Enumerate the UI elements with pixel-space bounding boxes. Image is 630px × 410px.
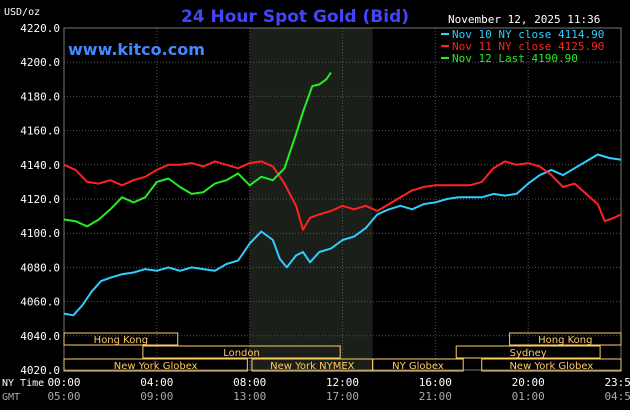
session-box [63,332,179,346]
y-tick-label: 4080.0 [20,261,60,274]
x-tick-label: 09:00 [140,390,173,403]
legend-entry: Nov 11 NY close 4125.90 [441,40,604,53]
y-tick-label: 4220.0 [20,22,60,35]
legend-label: Nov 10 NY close 4114.90 [452,28,604,41]
session-bar: Hong Kong [63,332,179,346]
y-tick-label: 4180.0 [20,90,60,103]
session-bar: London [142,345,341,359]
session-bar: Sydney [455,345,601,359]
units-label: USD/oz [4,7,40,18]
series-line [63,160,622,231]
y-tick-label: 4020.0 [20,364,60,377]
x-tick-label: 21:00 [419,390,452,403]
y-tick-label: 4100.0 [20,227,60,240]
x-tick-label: 00:00 [47,376,80,389]
session-label: New York Globex [509,361,593,372]
axis-layer: 4020.0 4040.0 4060.0 4080.0 4100.0 4120.0 4140… [2,22,630,403]
session-bar: New York Globex [481,358,622,372]
session-label: Hong Kong [538,335,592,346]
legend-entry: Nov 10 NY close 4114.90 [441,28,604,41]
session-label: London [223,348,260,359]
session-box [509,332,622,346]
x-tick-label: 04:59 [604,390,630,403]
session-label: New York NYMEX [270,361,355,372]
trading-sessions-layer: Hong Kong London New York Globex New York N… [63,332,622,372]
x-tick-label: 13:00 [233,390,266,403]
session-box [372,358,464,372]
y-tick-label: 4140.0 [20,159,60,172]
session-box [481,358,622,372]
chart-title: 24 Hour Spot Gold (Bid) [181,7,409,27]
plot-border [63,27,622,371]
x-tick-label: 16:00 [419,376,452,389]
session-label: Sydney [510,348,547,359]
x-axis-row-label: GMT [2,392,20,403]
x-tick-label: 04:00 [140,376,173,389]
session-box [63,358,248,372]
x-tick-label: 05:00 [47,390,80,403]
series-layer [63,71,622,317]
legend-label: Nov 11 NY close 4125.90 [452,40,604,53]
legend-label: Nov 12 Last 4190.90 [452,52,578,65]
session-bar: NY Globex [372,358,464,372]
x-tick-label: 23:59 [604,376,630,389]
session-label: New York Globex [114,361,198,372]
y-tick-label: 4060.0 [20,296,60,309]
x-tick-label: 17:00 [326,390,359,403]
y-tick-label: 4160.0 [20,125,60,138]
x-tick-label: 08:00 [233,376,266,389]
y-tick-label: 4040.0 [20,330,60,343]
session-label: Hong Kong [94,335,148,346]
session-box [142,345,341,359]
legend-entry: Nov 12 Last 4190.90 [441,52,578,65]
session-bar: Hong Kong [509,332,622,346]
series-line [63,153,622,317]
session-label: NY Globex [392,361,444,372]
x-axis-row-label: NY Time [2,378,44,389]
session-box [455,345,601,359]
session-bar: New York Globex [63,358,248,372]
y-tick-label: 4200.0 [20,56,60,69]
grid-layer [63,27,622,371]
watermark: www.kitco.com [68,40,205,59]
y-tick-label: 4120.0 [20,193,60,206]
x-tick-label: 01:00 [512,390,545,403]
series-line [63,71,332,228]
x-tick-label: 20:00 [512,376,545,389]
x-tick-label: 12:00 [326,376,359,389]
timestamp: November 12, 2025 11:36 [448,13,600,26]
